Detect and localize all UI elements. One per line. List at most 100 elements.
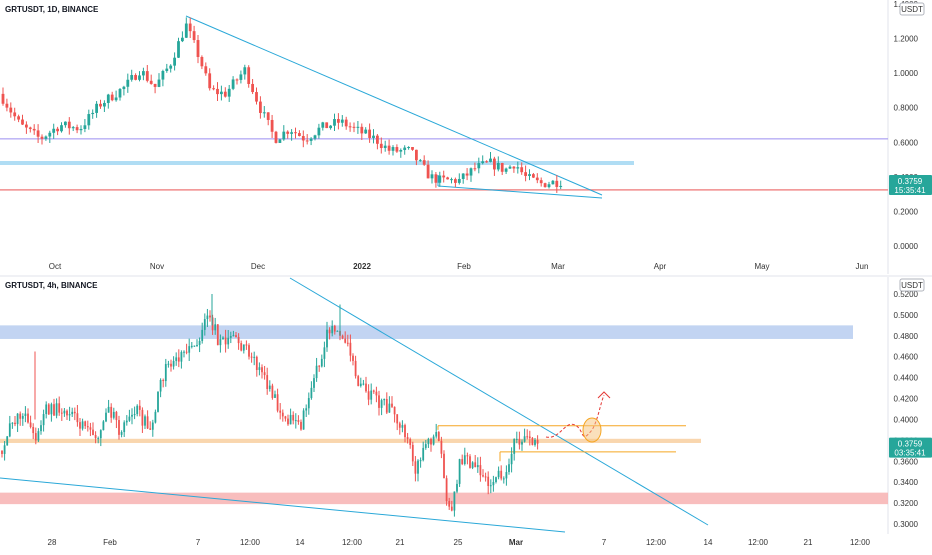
candle-body: [208, 73, 212, 89]
candle-body: [167, 363, 170, 365]
candle-body: [103, 102, 106, 107]
time-axis-label: 21: [396, 538, 405, 547]
candle-body: [469, 168, 473, 176]
candle-body: [411, 147, 414, 150]
time-axis-label: Feb: [103, 538, 117, 547]
candle-body: [28, 127, 32, 129]
candle-body: [430, 438, 432, 445]
time-axis-label: 7: [602, 538, 607, 547]
currency-badge[interactable]: [899, 2, 925, 16]
time-axis-label: 7: [196, 538, 201, 547]
candle-body: [67, 121, 71, 129]
candle-body: [17, 116, 20, 120]
candle-body: [359, 383, 362, 386]
candle-body: [92, 429, 94, 436]
candle-body: [457, 178, 461, 183]
candle-body: [287, 418, 289, 425]
price-tag-value: 0.3759: [898, 177, 923, 186]
descending-trendline-4h[interactable]: [289, 277, 709, 526]
candle-body: [524, 172, 527, 176]
time-axis-label: 12:00: [850, 538, 871, 547]
candle-body: [91, 112, 95, 115]
candle-body: [512, 166, 516, 169]
price-axis-label: 0.4600: [894, 353, 919, 362]
candle-body: [440, 440, 443, 454]
time-axis-label: Nov: [150, 262, 164, 271]
currency-badge[interactable]: [899, 278, 925, 292]
candle-body: [532, 174, 535, 178]
lower-trendline[interactable]: [437, 185, 603, 199]
projection-ellipse[interactable]: [582, 417, 602, 443]
candle-body: [60, 412, 63, 414]
time-axis-label: 28: [48, 538, 57, 547]
candle-body: [134, 75, 137, 80]
price-zone[interactable]: [0, 325, 853, 339]
price-axis-label: 0.3000: [894, 520, 919, 529]
candle-body: [367, 391, 370, 400]
candle-body: [196, 345, 198, 347]
candle-body: [477, 163, 481, 169]
lower-trendline-4h[interactable]: [0, 477, 566, 533]
candle-body: [211, 317, 214, 331]
time-axis-label: Apr: [654, 262, 667, 271]
candle-body: [365, 383, 367, 392]
candle-body: [118, 89, 122, 98]
time-axis-label: 12:00: [240, 538, 261, 547]
candle-body: [11, 422, 14, 424]
candle-body: [292, 414, 295, 421]
time-axis-label: Jun: [856, 262, 869, 271]
candle-body: [5, 103, 9, 108]
candle-body: [19, 413, 22, 419]
candle-body: [484, 476, 487, 478]
candle-body: [170, 363, 172, 367]
candle-body: [193, 345, 196, 347]
candle-body: [274, 131, 278, 143]
candle-body: [247, 67, 251, 84]
candle-body: [555, 180, 559, 187]
candle-body: [354, 360, 357, 377]
candle-body: [165, 68, 169, 71]
candle-body: [539, 180, 543, 184]
candle-body: [118, 420, 120, 435]
candle-body: [357, 376, 360, 386]
price-zone[interactable]: [0, 438, 701, 443]
candle-body: [216, 88, 219, 95]
candle-body: [237, 336, 240, 344]
candle-body: [231, 79, 235, 89]
time-axis-label: 12:00: [342, 538, 363, 547]
projection-path[interactable]: [545, 394, 605, 438]
price-tag-value: 0.3759: [898, 440, 923, 449]
candle-body: [60, 125, 63, 132]
candle-body: [305, 140, 309, 142]
candle-body: [474, 462, 477, 468]
candle-body: [227, 337, 230, 345]
candle-body: [21, 416, 24, 419]
candle-body: [115, 411, 118, 421]
candle-body: [14, 422, 16, 425]
candle-body: [184, 23, 188, 38]
candle-body: [282, 131, 286, 140]
candle-body: [25, 124, 28, 128]
candle-body: [380, 400, 383, 408]
candle-body: [227, 88, 231, 97]
candle-body: [71, 411, 74, 415]
candle-body: [535, 177, 539, 181]
candle-body: [290, 132, 293, 134]
descending-trendline[interactable]: [185, 15, 603, 196]
candle-body: [99, 430, 102, 439]
price-axis-label: 0.5200: [894, 290, 919, 299]
candle-body: [493, 158, 496, 170]
candle-body: [154, 411, 157, 423]
candle-body: [456, 483, 458, 492]
price-zone[interactable]: [0, 492, 888, 505]
candle-body: [73, 411, 76, 414]
candle-body: [422, 447, 425, 461]
candle-body: [204, 66, 208, 74]
candle-body: [289, 414, 292, 425]
candle-body: [120, 432, 123, 435]
candle-body: [469, 456, 471, 468]
time-axis-label: 12:00: [646, 538, 667, 547]
candle-body: [528, 436, 531, 438]
candle-body: [372, 135, 375, 138]
